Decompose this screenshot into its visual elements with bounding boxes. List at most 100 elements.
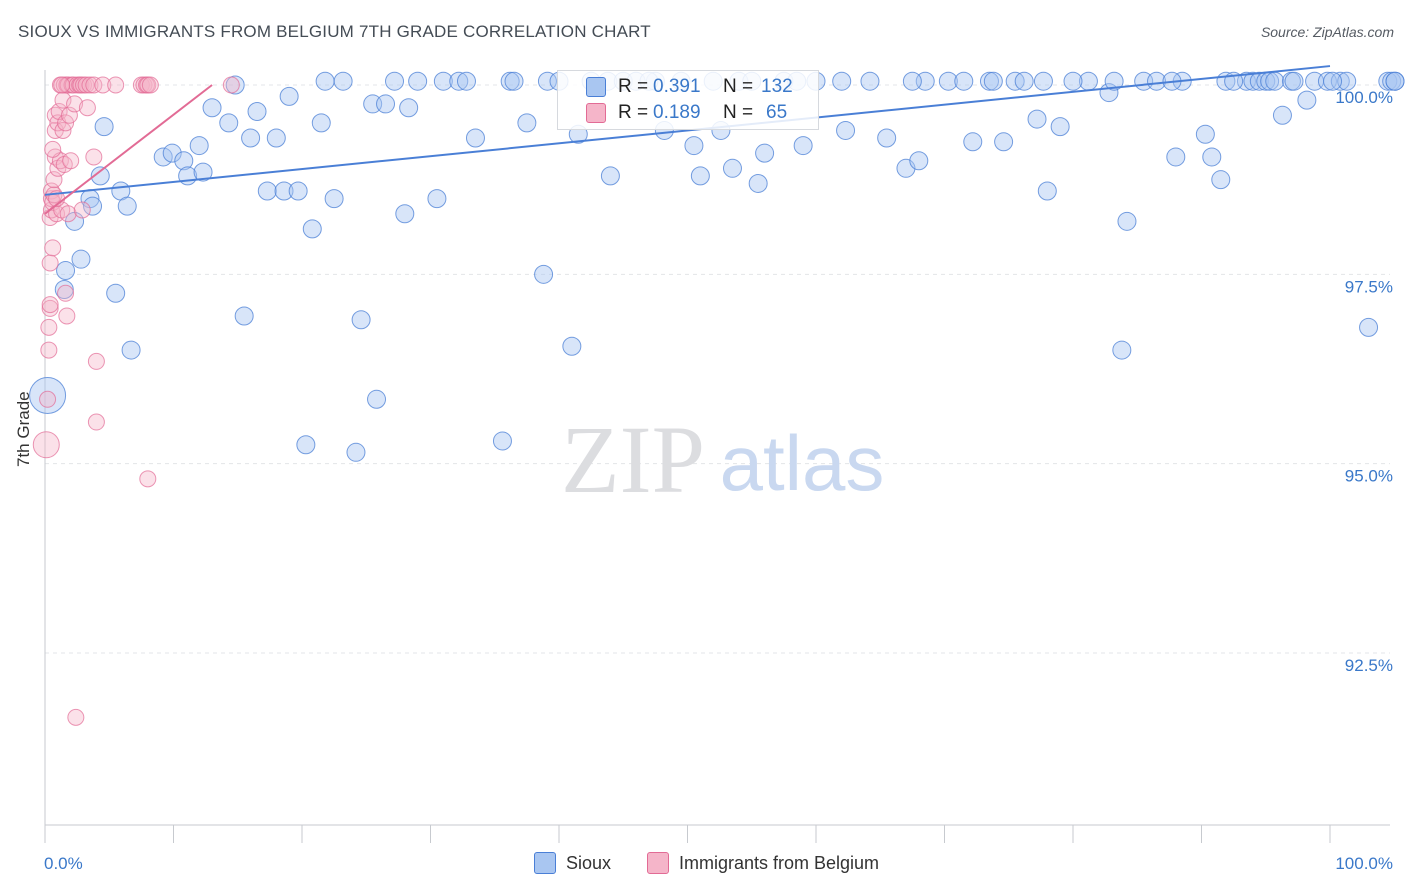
sioux-point <box>748 173 768 193</box>
belgium-point <box>41 299 59 317</box>
sioux-point <box>877 128 897 148</box>
axes <box>44 70 1390 843</box>
y-tick-label: 97.5% <box>1345 277 1393 296</box>
sioux-point <box>433 71 453 91</box>
belgium-point <box>73 201 91 219</box>
sioux-point <box>492 431 512 451</box>
bottom-legend-swatch-sioux <box>534 852 556 874</box>
sioux-point <box>395 204 415 224</box>
sioux-point <box>302 219 322 239</box>
legend-n-label: N = <box>723 102 754 123</box>
y-tick-label: 92.5% <box>1345 656 1393 675</box>
sioux-point <box>202 98 222 118</box>
belgium-point <box>39 390 57 408</box>
legend-swatch-belgium <box>586 103 606 123</box>
sioux-point <box>94 117 114 137</box>
sioux-point <box>909 151 929 171</box>
sioux-point <box>376 94 396 114</box>
stats-legend: R = 0.391 N = 132 R = 0.189 N = 65 <box>557 70 819 130</box>
trend-lines <box>44 65 1331 215</box>
sioux-point <box>600 166 620 186</box>
sioux-point <box>1359 317 1379 337</box>
belgium-point <box>87 413 105 431</box>
bottom-legend-belgium: Immigrants from Belgium <box>647 852 879 874</box>
sioux-point <box>1104 71 1124 91</box>
sioux-point <box>247 102 267 122</box>
belgium-point <box>87 352 105 370</box>
legend-n-value: 65 <box>766 102 788 123</box>
sioux-point <box>333 71 353 91</box>
sioux-point <box>1166 147 1186 167</box>
belgium-point <box>53 76 71 94</box>
sioux-point <box>311 113 331 133</box>
sioux-point <box>1202 147 1222 167</box>
legend-r-label: R = <box>618 76 649 97</box>
sioux-point <box>938 71 958 91</box>
belgium-point <box>58 307 76 325</box>
sioux-point <box>189 136 209 156</box>
x-tick-label: 100.0% <box>1335 854 1393 873</box>
belgium-point <box>62 152 80 170</box>
sioux-point <box>174 151 194 171</box>
sioux-point <box>994 132 1014 152</box>
sioux-point <box>1050 117 1070 137</box>
sioux-point <box>1385 71 1405 91</box>
belgium-trend-line <box>44 84 213 215</box>
sioux-point <box>684 136 704 156</box>
sioux-point <box>106 283 126 303</box>
sioux-point <box>162 143 182 163</box>
sioux-point <box>1284 71 1304 91</box>
sioux-point <box>1195 124 1215 144</box>
sioux-point <box>288 181 308 201</box>
sioux-point <box>504 71 524 91</box>
sioux-point <box>121 340 141 360</box>
watermark-atlas: atlas <box>720 419 885 507</box>
sioux-point <box>408 71 428 91</box>
belgium-point <box>32 431 60 459</box>
sioux-point <box>793 136 813 156</box>
belgium-point <box>67 708 85 726</box>
y-axis-label: 7th Grade <box>14 391 33 467</box>
y-tick-label: 100.0% <box>1335 88 1393 107</box>
belgium-point <box>59 76 77 94</box>
belgium-point <box>222 76 240 94</box>
sioux-point <box>399 98 419 118</box>
belgium-point <box>141 76 159 94</box>
sioux-point <box>832 71 852 91</box>
sioux-point <box>56 261 76 281</box>
belgium-point <box>85 76 103 94</box>
bottom-legend-swatch-belgium <box>647 852 669 874</box>
legend-row-sioux: R = 0.391 N = 132 <box>558 74 818 100</box>
sioux-point <box>257 181 277 201</box>
belgium-point <box>78 99 96 117</box>
legend-row-belgium: R = 0.189 N = 65 <box>558 100 818 126</box>
sioux-point <box>537 71 557 91</box>
legend-r-label: R = <box>618 102 649 123</box>
belgium-point <box>85 148 103 166</box>
sioux-points <box>29 71 1405 462</box>
belgium-point <box>107 76 125 94</box>
sioux-point <box>279 86 299 106</box>
sioux-point <box>1323 71 1343 91</box>
sioux-point <box>755 143 775 163</box>
belgium-point <box>57 284 75 302</box>
sioux-point <box>836 120 856 140</box>
legend-n-label: N = <box>723 76 754 97</box>
legend-r-value: 0.189 <box>653 102 701 123</box>
belgium-point <box>59 205 77 223</box>
sioux-point <box>385 71 405 91</box>
sioux-point <box>1037 181 1057 201</box>
sioux-point <box>690 166 710 186</box>
sioux-point <box>983 71 1003 91</box>
sioux-point <box>234 306 254 326</box>
sioux-point <box>517 113 537 133</box>
sioux-point <box>71 249 91 269</box>
sioux-point <box>54 279 74 299</box>
chart-title: SIOUX VS IMMIGRANTS FROM BELGIUM 7TH GRA… <box>18 22 651 41</box>
bottom-legend-sioux: Sioux <box>534 852 611 874</box>
belgium-point <box>94 76 112 94</box>
gridlines <box>45 84 1390 654</box>
sioux-point <box>1033 71 1053 91</box>
watermark-zip: ZIP <box>561 406 705 513</box>
sioux-point <box>1027 109 1047 129</box>
